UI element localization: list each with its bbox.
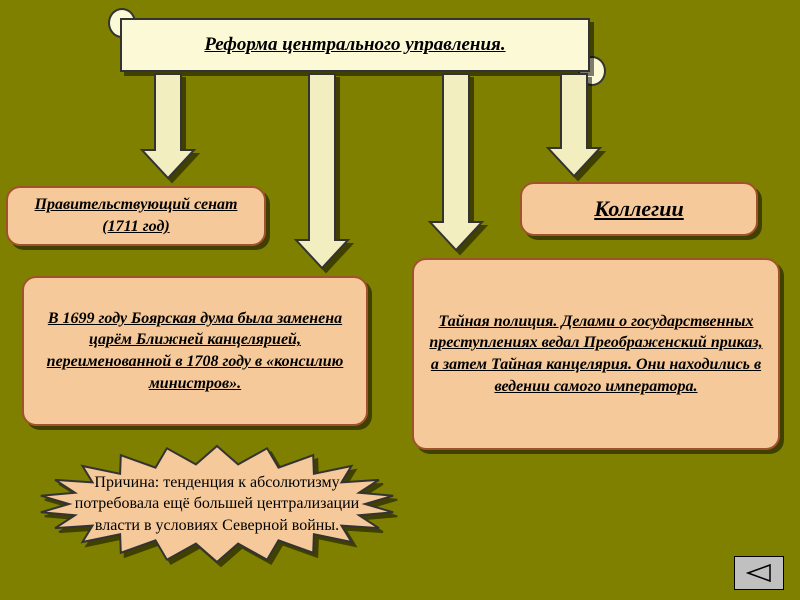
box-collegii: Коллегии: [520, 182, 758, 236]
box-collegii-text: Коллегии: [594, 194, 683, 224]
back-triangle-icon: [746, 563, 772, 583]
box-duma: В 1699 году Боярская дума была заменена …: [22, 276, 368, 426]
box-senat: Правительствующий сенат (1711 год): [6, 186, 266, 246]
back-button[interactable]: [734, 556, 784, 590]
title-box: Реформа центрального управления.: [120, 18, 590, 72]
reason-starburst: Причина: тенденция к абсолютизму потребо…: [36, 444, 398, 564]
reason-text: Причина: тенденция к абсолютизму потребо…: [62, 472, 372, 537]
box-police: Тайная полиция. Делами о государственных…: [412, 258, 780, 450]
title-text: Реформа центрального управления.: [204, 34, 505, 56]
box-duma-text: В 1699 году Боярская дума была заменена …: [34, 308, 356, 394]
box-senat-text: Правительствующий сенат (1711 год): [18, 194, 254, 237]
box-police-text: Тайная полиция. Делами о государственных…: [424, 311, 768, 397]
